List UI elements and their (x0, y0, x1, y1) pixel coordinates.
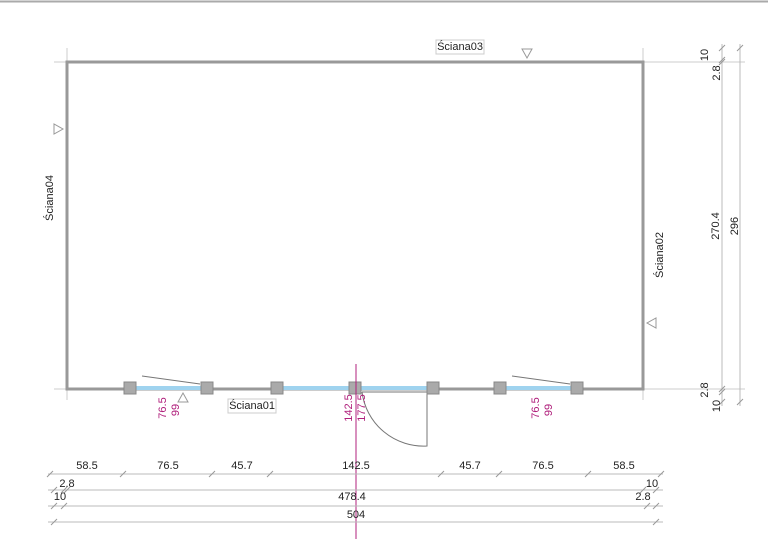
dimension: 2.8 (59, 478, 74, 490)
wall-label: Ściana01 (229, 399, 275, 412)
opening-width: 142.5 (343, 394, 355, 422)
tick (60, 502, 68, 510)
tick (643, 502, 651, 510)
tick (46, 470, 54, 478)
dimension: 478.4 (338, 491, 366, 503)
dimension-lines (48, 44, 741, 523)
walls (65, 60, 645, 391)
dimension: 76.5 (157, 460, 178, 472)
tick (736, 44, 744, 52)
tick (736, 398, 744, 406)
dimension: 10 (699, 49, 711, 61)
wall-label: Ściana02 (653, 232, 666, 278)
dimension: 2.8 (699, 382, 711, 397)
tick (718, 398, 726, 406)
tick (495, 470, 503, 478)
tick (119, 470, 127, 478)
tick (437, 470, 445, 478)
tick (50, 502, 58, 510)
wall-label: Ściana04 (43, 175, 56, 221)
tick (718, 388, 726, 396)
opening-height: 177.5 (356, 394, 368, 422)
tick (657, 470, 665, 478)
tick (50, 518, 58, 526)
dimension: 10 (711, 400, 723, 412)
dimension: 58.5 (76, 460, 97, 472)
tick (584, 470, 592, 478)
tick (50, 486, 58, 494)
tick (718, 58, 726, 66)
dimension: 45.7 (459, 460, 480, 472)
dimension: 2.8 (711, 65, 723, 80)
dimension: 270.4 (710, 212, 722, 240)
tick (652, 486, 660, 494)
openings (123, 375, 584, 447)
tick (718, 56, 726, 64)
tick (63, 486, 71, 494)
dimension: 504 (347, 509, 365, 521)
tick (60, 486, 68, 494)
dimension: 10 (54, 491, 66, 503)
dimension: 10 (646, 478, 658, 490)
dimension: 58.5 (613, 460, 634, 472)
dimension: 142.5 (342, 460, 370, 472)
opening-height: 99 (170, 404, 182, 416)
wall-label: Ściana03 (437, 40, 483, 53)
opening-height: 99 (543, 404, 555, 416)
markers (53, 48, 657, 403)
dimension: 2.8 (635, 491, 650, 503)
tick (639, 486, 647, 494)
dimension: 45.7 (231, 460, 252, 472)
tick (718, 44, 726, 52)
dimension: 76.5 (532, 460, 553, 472)
dimension: 296 (729, 217, 741, 235)
tick (266, 470, 274, 478)
tick (652, 502, 660, 510)
dimension-ticks (46, 44, 744, 526)
extension-lines (54, 48, 745, 400)
label-box (227, 398, 277, 414)
tick (652, 518, 660, 526)
label-box (435, 39, 485, 55)
tick (718, 385, 726, 393)
opening-width: 76.5 (530, 397, 542, 418)
tick (208, 470, 216, 478)
opening-width: 76.5 (157, 397, 169, 418)
